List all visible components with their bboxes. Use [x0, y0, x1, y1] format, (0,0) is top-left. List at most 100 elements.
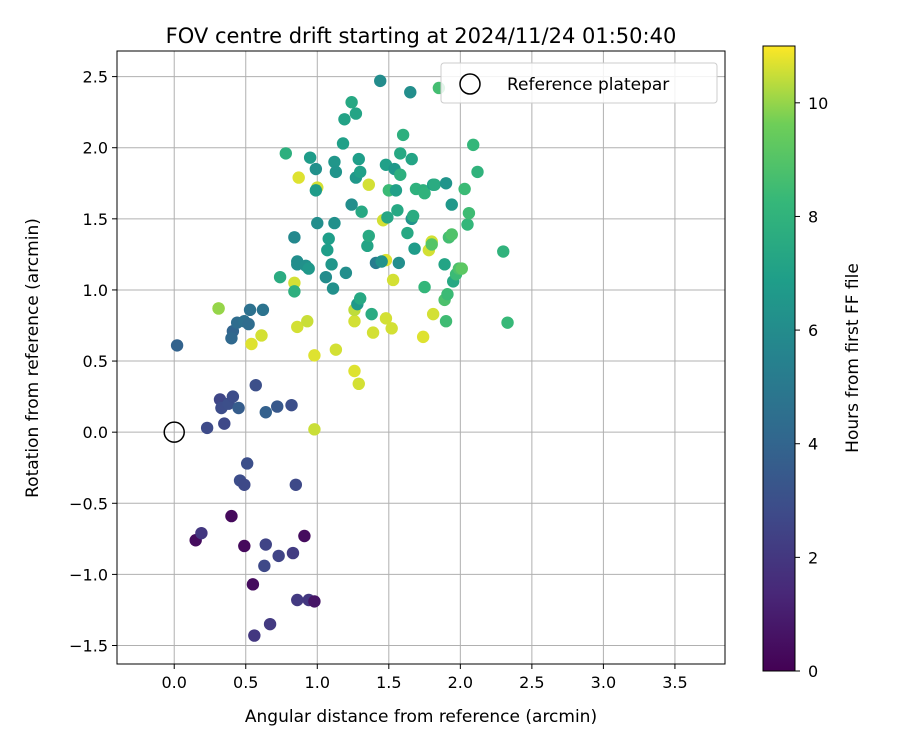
data-point — [249, 379, 262, 392]
data-point — [212, 302, 225, 315]
colorbar-gradient — [762, 45, 796, 672]
data-point — [396, 128, 410, 142]
colorbar-tick-label: 2 — [808, 548, 818, 567]
x-tick-label: 1.0 — [305, 673, 330, 692]
data-point — [349, 107, 363, 120]
y-tick-label: 1.5 — [83, 210, 108, 229]
x-tick-label: 2.5 — [519, 673, 544, 692]
data-point — [381, 211, 394, 224]
reference-platepar-marker — [163, 421, 185, 443]
data-point — [238, 539, 251, 553]
data-point — [361, 239, 374, 253]
data-point — [345, 198, 358, 211]
colorbar-tick-label: 4 — [808, 435, 818, 454]
data-point — [394, 147, 407, 160]
data-point — [406, 209, 420, 223]
data-point — [255, 329, 268, 342]
data-point — [497, 245, 510, 258]
data-point — [256, 303, 270, 317]
reference-marker-group — [163, 421, 185, 443]
y-tick-label: 2.0 — [83, 139, 108, 158]
data-point — [243, 303, 257, 317]
data-point — [366, 326, 380, 339]
data-point — [408, 242, 421, 255]
data-point — [258, 559, 271, 573]
data-point — [291, 320, 304, 334]
data-point — [352, 152, 365, 166]
y-tick-label: 2.5 — [83, 68, 108, 87]
data-point — [501, 316, 514, 329]
y-tick-label: 1.0 — [83, 281, 108, 300]
data-point — [439, 315, 453, 328]
data-point — [325, 258, 338, 271]
data-point — [345, 96, 358, 109]
data-point — [308, 423, 321, 436]
data-point — [348, 364, 361, 378]
data-point — [386, 273, 400, 287]
data-point — [392, 256, 406, 270]
data-point — [439, 177, 453, 190]
data-point — [426, 307, 440, 321]
data-point — [170, 339, 184, 352]
data-point — [404, 86, 417, 99]
x-tick-label: 0.0 — [161, 673, 186, 692]
x-tick-label: 0.5 — [233, 673, 258, 692]
data-point — [362, 229, 375, 243]
x-tick-label: 3.5 — [662, 673, 687, 692]
data-point — [416, 330, 430, 344]
data-point — [285, 398, 298, 412]
y-axis-ticks: −1.5 −1.0 −0.5 0.0 0.5 1.0 1.5 2.0 2.5 — [69, 68, 117, 656]
data-point — [458, 182, 471, 196]
data-point — [218, 417, 231, 430]
y-tick-label: −1.5 — [69, 637, 108, 656]
data-point — [401, 226, 414, 240]
colorbar-tick-label: 8 — [808, 207, 818, 226]
legend-reference-marker — [459, 73, 481, 95]
data-point — [242, 317, 255, 331]
data-point — [461, 218, 474, 231]
y-tick-label: −0.5 — [69, 494, 108, 513]
plot-frame — [116, 50, 726, 665]
x-tick-label: 2.0 — [448, 673, 473, 692]
data-point — [321, 243, 334, 257]
data-point — [354, 165, 367, 179]
x-axis-label: Angular distance from reference (arcmin) — [245, 707, 597, 727]
data-point — [301, 315, 314, 328]
data-point — [259, 406, 272, 419]
data-point — [455, 262, 468, 275]
data-point — [259, 538, 272, 551]
data-point — [238, 478, 251, 491]
data-point — [246, 578, 260, 591]
data-point — [374, 74, 387, 88]
data-points — [170, 74, 514, 642]
x-tick-label: 1.5 — [376, 673, 401, 692]
legend-box — [440, 62, 718, 104]
colorbar: 0 2 4 6 8 10 Hours from first FF file — [762, 45, 863, 681]
data-point — [389, 184, 403, 197]
data-point — [385, 322, 398, 335]
y-axis-label: Rotation from reference (arcmin) — [23, 218, 43, 498]
data-point — [405, 152, 418, 166]
data-point — [200, 421, 214, 435]
data-point — [329, 165, 343, 179]
data-point — [286, 546, 300, 560]
data-point — [467, 138, 480, 152]
data-point — [445, 198, 458, 211]
y-tick-label: 0.0 — [83, 423, 108, 442]
data-point — [271, 400, 284, 413]
data-point — [336, 137, 350, 150]
data-point — [226, 390, 240, 403]
data-point — [355, 205, 368, 218]
colorbar-tick-label: 0 — [808, 662, 818, 681]
data-point — [362, 178, 375, 191]
data-point — [379, 312, 393, 325]
data-point — [425, 238, 438, 251]
x-axis-ticks: 0.0 0.5 1.0 1.5 2.0 2.5 3.0 3.5 — [161, 664, 688, 692]
data-point — [225, 509, 238, 523]
data-point — [418, 187, 431, 200]
data-point — [240, 457, 254, 470]
data-point — [291, 593, 304, 607]
data-point — [329, 343, 343, 356]
